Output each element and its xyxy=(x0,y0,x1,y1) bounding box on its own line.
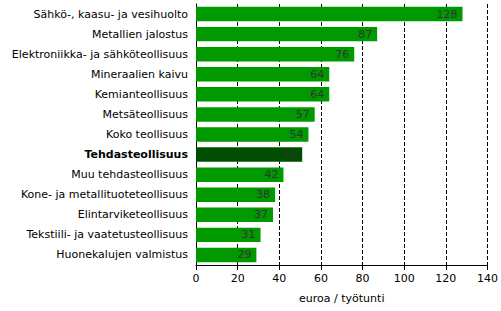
svg-text:Kemianteollisuus: Kemianteollisuus xyxy=(95,88,189,101)
svg-text:87: 87 xyxy=(358,28,372,41)
svg-text:euroa / työtunti: euroa / työtunti xyxy=(299,292,384,305)
svg-text:Metallien jalostus: Metallien jalostus xyxy=(92,28,188,41)
svg-text:29: 29 xyxy=(237,248,251,261)
svg-text:37: 37 xyxy=(254,208,268,221)
svg-text:31: 31 xyxy=(242,228,256,241)
svg-text:40: 40 xyxy=(272,272,286,285)
svg-text:Tekstiili- ja vaatetusteollisu: Tekstiili- ja vaatetusteollisuus xyxy=(26,228,189,241)
svg-text:20: 20 xyxy=(231,272,245,285)
svg-text:0: 0 xyxy=(193,272,200,285)
svg-text:76: 76 xyxy=(335,48,349,61)
svg-text:Metsäteollisuus: Metsäteollisuus xyxy=(103,108,189,121)
svg-text:Elintarviketeollisuus: Elintarviketeollisuus xyxy=(78,208,189,221)
svg-text:Kone- ja metallituoteteollisuu: Kone- ja metallituoteteollisuus xyxy=(21,188,188,201)
svg-text:Tehdasteollisuus: Tehdasteollisuus xyxy=(84,148,188,161)
svg-text:100: 100 xyxy=(394,272,415,285)
svg-text:128: 128 xyxy=(437,8,458,21)
svg-text:120: 120 xyxy=(435,272,456,285)
svg-text:38: 38 xyxy=(256,188,270,201)
svg-text:57: 57 xyxy=(296,108,310,121)
svg-text:64: 64 xyxy=(310,68,324,81)
svg-text:Mineraalien kaivu: Mineraalien kaivu xyxy=(91,68,188,81)
svg-text:80: 80 xyxy=(356,272,370,285)
svg-text:Muu tehdasteollisuus: Muu tehdasteollisuus xyxy=(71,168,188,181)
svg-text:64: 64 xyxy=(310,88,324,101)
svg-text:42: 42 xyxy=(264,168,278,181)
svg-text:54: 54 xyxy=(289,128,303,141)
svg-text:140: 140 xyxy=(477,272,498,285)
svg-text:Sähkö-, kaasu- ja vesihuolto: Sähkö-, kaasu- ja vesihuolto xyxy=(33,8,188,21)
svg-text:60: 60 xyxy=(314,272,328,285)
svg-text:Koko teollisuus: Koko teollisuus xyxy=(106,128,188,141)
svg-text:Elektroniikka- ja sähköteollis: Elektroniikka- ja sähköteollisuus xyxy=(12,48,188,61)
svg-text:51: 51 xyxy=(283,148,297,161)
svg-text:Huonekalujen valmistus: Huonekalujen valmistus xyxy=(56,248,188,261)
